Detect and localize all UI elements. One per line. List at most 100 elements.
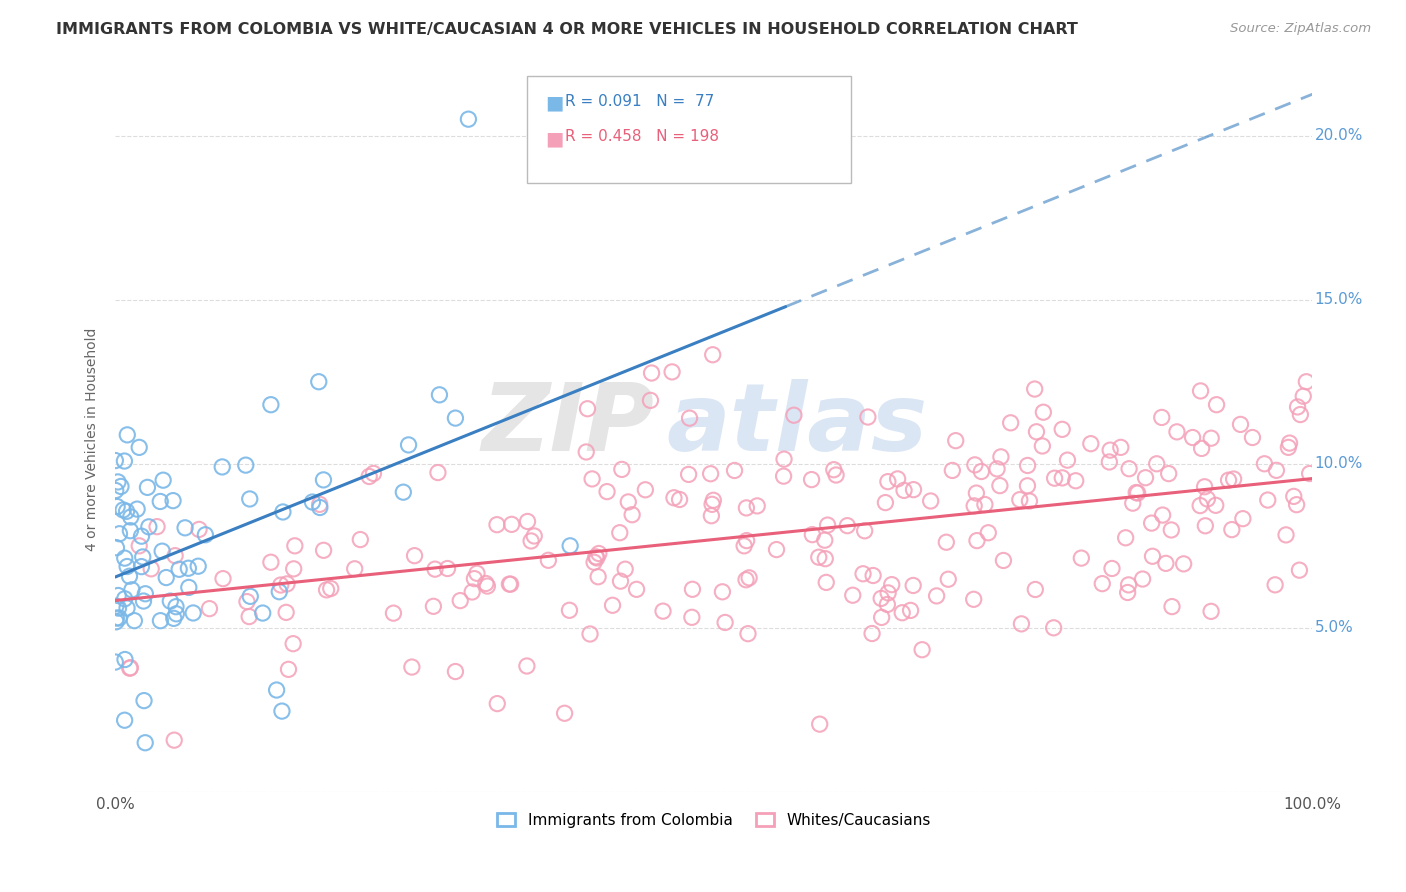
Point — [118, 569, 141, 583]
Text: ■: ■ — [546, 129, 564, 148]
Point — [252, 606, 274, 620]
Point — [114, 713, 136, 727]
Point — [903, 483, 925, 497]
Point — [853, 524, 876, 538]
Point — [177, 561, 200, 575]
Point — [986, 462, 1008, 476]
Point — [1032, 405, 1054, 419]
Point — [271, 505, 294, 519]
Point — [1150, 410, 1173, 425]
Point — [188, 523, 211, 537]
Point — [586, 570, 609, 584]
Point — [970, 465, 993, 479]
Point — [112, 454, 135, 468]
Point — [1218, 473, 1240, 487]
Point — [1116, 585, 1139, 599]
Point — [115, 559, 138, 574]
Point — [668, 492, 690, 507]
Point — [149, 494, 172, 508]
Point — [893, 483, 915, 498]
Point — [457, 112, 479, 127]
Point — [120, 661, 142, 675]
Point — [132, 549, 155, 564]
Point — [1241, 430, 1264, 444]
Point — [120, 510, 142, 524]
Point — [1064, 474, 1087, 488]
Point — [1080, 436, 1102, 450]
Point — [747, 499, 769, 513]
Point — [681, 582, 703, 597]
Point — [1126, 486, 1149, 500]
Point — [211, 459, 233, 474]
Point — [626, 582, 648, 597]
Point — [1194, 480, 1216, 494]
Point — [699, 467, 721, 481]
Point — [993, 553, 1015, 567]
Point — [1017, 458, 1039, 473]
Point — [1277, 441, 1299, 455]
Point — [621, 508, 644, 522]
Point — [382, 606, 405, 620]
Point — [516, 659, 538, 673]
Point — [152, 473, 174, 487]
Point — [870, 610, 893, 624]
Point — [1152, 508, 1174, 522]
Point — [1253, 457, 1275, 471]
Point — [935, 535, 957, 549]
Point — [404, 549, 426, 563]
Point — [266, 683, 288, 698]
Point — [463, 572, 485, 586]
Point — [117, 428, 139, 442]
Point — [773, 452, 796, 467]
Point — [283, 562, 305, 576]
Point — [276, 606, 298, 620]
Point — [162, 493, 184, 508]
Point — [852, 566, 875, 581]
Point — [973, 498, 995, 512]
Text: IMMIGRANTS FROM COLOMBIA VS WHITE/CAUCASIAN 4 OR MORE VEHICLES IN HOUSEHOLD CORR: IMMIGRANTS FROM COLOMBIA VS WHITE/CAUCAS… — [56, 22, 1078, 37]
Point — [1115, 531, 1137, 545]
Point — [560, 539, 582, 553]
Point — [876, 475, 898, 489]
Point — [801, 527, 824, 541]
Point — [585, 549, 607, 564]
Point — [270, 578, 292, 592]
Point — [1257, 493, 1279, 508]
Point — [1118, 578, 1140, 592]
Point — [856, 410, 879, 425]
Point — [678, 411, 700, 425]
Point — [925, 589, 948, 603]
Point — [661, 365, 683, 379]
Point — [127, 502, 149, 516]
Point — [236, 594, 259, 608]
Point — [1288, 563, 1310, 577]
Point — [312, 473, 335, 487]
Point — [808, 717, 831, 731]
Text: Source: ZipAtlas.com: Source: ZipAtlas.com — [1230, 22, 1371, 36]
Point — [124, 614, 146, 628]
Point — [174, 521, 197, 535]
Point — [815, 575, 838, 590]
Point — [1140, 516, 1163, 530]
Point — [271, 704, 294, 718]
Point — [398, 438, 420, 452]
Point — [576, 401, 599, 416]
Point — [702, 348, 724, 362]
Point — [1052, 471, 1074, 485]
Point — [107, 589, 129, 603]
Point — [1010, 616, 1032, 631]
Point — [990, 450, 1012, 464]
Point — [652, 604, 675, 618]
Point — [194, 528, 217, 542]
Point — [579, 627, 602, 641]
Point — [1292, 389, 1315, 403]
Point — [312, 543, 335, 558]
Point — [963, 458, 986, 472]
Point — [876, 598, 898, 612]
Point — [1098, 455, 1121, 469]
Point — [837, 518, 859, 533]
Point — [112, 503, 135, 517]
Point — [1008, 492, 1031, 507]
Point — [678, 467, 700, 482]
Point — [588, 547, 610, 561]
